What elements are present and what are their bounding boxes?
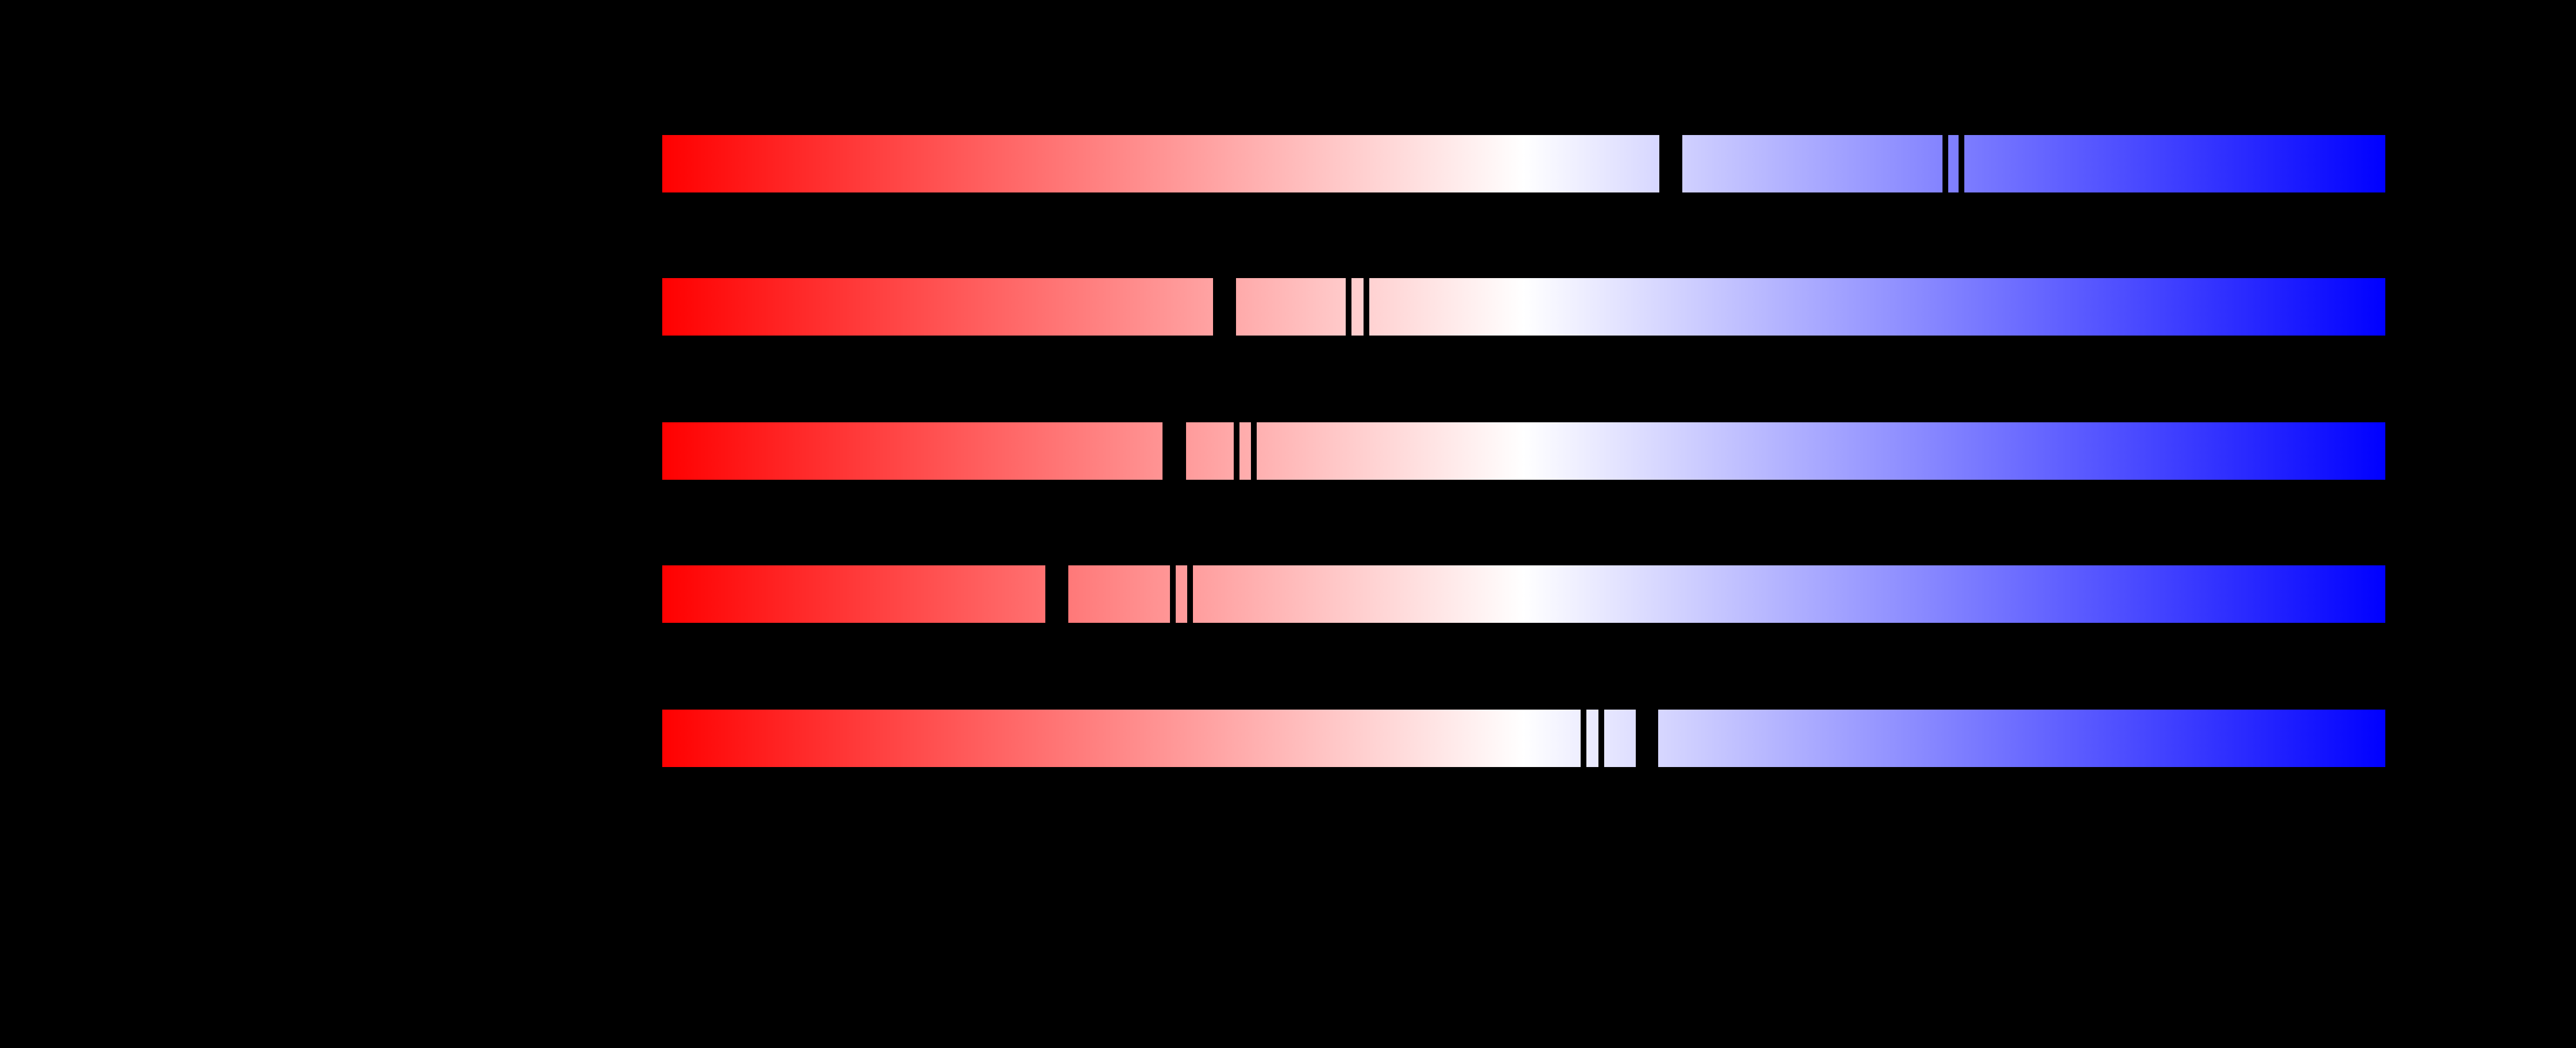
- marker-thin-row-3: [1251, 422, 1257, 480]
- gradient-bar-row-5: [662, 710, 2385, 767]
- marker-wide-row-3: [1163, 422, 1186, 480]
- marker-thin-row-5: [1598, 710, 1604, 767]
- marker-wide-row-1: [1659, 135, 1682, 192]
- marker-thin-row-5: [1581, 710, 1586, 767]
- gradient-bar-row-2: [662, 278, 2385, 336]
- marker-thin-row-2: [1364, 278, 1369, 336]
- gradient-bar-row-3: [662, 422, 2385, 480]
- gradient-bar-row-4: [662, 565, 2385, 623]
- marker-thin-row-1: [1959, 135, 1964, 192]
- gradient-bar-row-1: [662, 135, 2385, 192]
- marker-wide-row-5: [1636, 710, 1658, 767]
- marker-thin-row-4: [1187, 565, 1193, 623]
- marker-wide-row-4: [1045, 565, 1068, 623]
- marker-wide-row-2: [1213, 278, 1236, 336]
- marker-thin-row-1: [1942, 135, 1948, 192]
- marker-thin-row-4: [1170, 565, 1176, 623]
- marker-thin-row-2: [1346, 278, 1351, 336]
- marker-thin-row-3: [1234, 422, 1239, 480]
